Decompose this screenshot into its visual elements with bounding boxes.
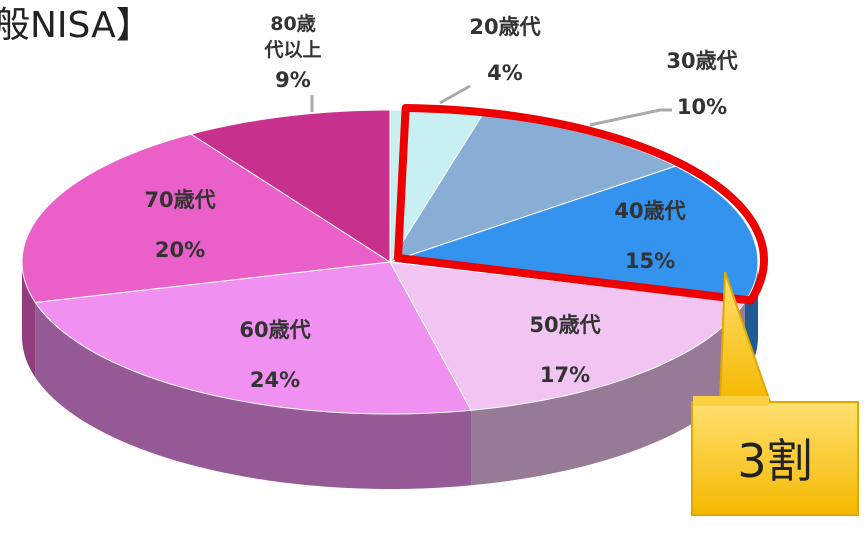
category-label: 70歳代 <box>144 188 216 212</box>
chart-title: 般NISA】 <box>0 5 152 46</box>
slice-label: 60歳代 24% <box>239 317 310 393</box>
annotation: 3割 <box>737 433 813 488</box>
slice-label: 30歳代 10% <box>666 48 737 120</box>
value-label: 4% <box>487 61 523 85</box>
leader-line <box>589 108 672 127</box>
value-label: 20% <box>154 238 206 262</box>
category-label: 80歳代以上 <box>264 13 322 61</box>
leader-line <box>439 84 471 105</box>
category-label: 50歳代 <box>529 313 601 337</box>
slice-label: 50歳代 17% <box>529 312 600 388</box>
slice-side <box>35 302 472 489</box>
category-label: 20歳代 <box>469 15 541 39</box>
slice <box>21 133 392 304</box>
slice-label: 80歳代以上 9% <box>261 11 325 93</box>
value-label: 10% <box>676 95 728 119</box>
callout-joint <box>693 396 769 406</box>
value-label: 15% <box>624 249 676 273</box>
value-label: 24% <box>249 368 301 392</box>
value-label: 17% <box>539 363 591 387</box>
slice <box>34 261 472 415</box>
category-label: 30歳代 <box>666 49 738 73</box>
slice-side <box>471 302 745 486</box>
callout-box <box>691 401 859 516</box>
slice-label: 70歳代 20% <box>144 187 215 263</box>
slice-label: 40歳代 15% <box>614 198 685 274</box>
value-label: 9% <box>275 68 311 92</box>
category-label: 60歳代 <box>239 318 311 342</box>
slice-side <box>22 262 36 378</box>
slice-label: 20歳代 4% <box>469 14 540 86</box>
category-label: 40歳代 <box>614 199 686 223</box>
highlight-outline <box>394 104 768 305</box>
slice <box>189 109 391 263</box>
